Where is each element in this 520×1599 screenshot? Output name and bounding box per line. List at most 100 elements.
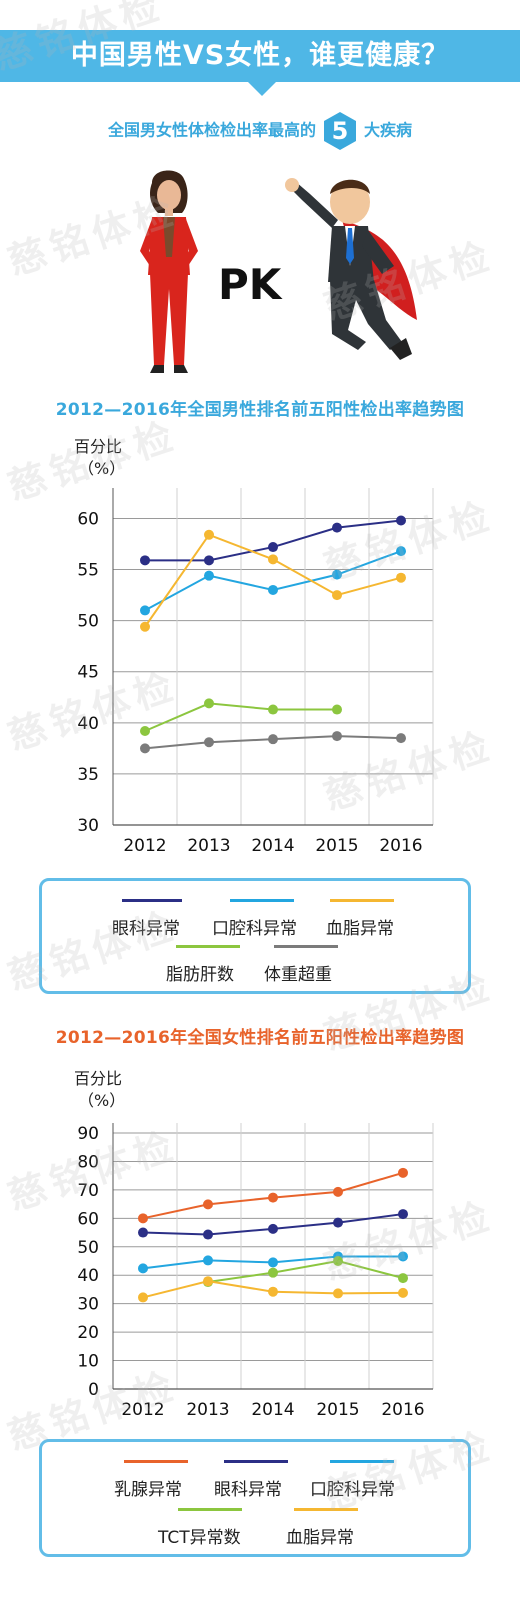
female-chart-data-point: [268, 1223, 278, 1234]
female-chart-y-tick-label: 60: [77, 1209, 99, 1229]
female-chart-data-point: [268, 1257, 278, 1268]
male-chart-data-point: [204, 570, 214, 581]
male-line-chart: 30 35 40 45 50 55 60 2012 2013 2014 2015 2016: [77, 488, 434, 856]
male-chart-data-point: [204, 555, 214, 566]
male-chart-y-tick-label: 60: [77, 509, 99, 529]
female-chart-data-point: [268, 1192, 278, 1203]
male-chart-data-point: [140, 743, 150, 754]
legend-swatch-female-breast: [124, 1460, 188, 1463]
legend-swatch-male-oral: [230, 899, 294, 902]
female-chart-data-point: [268, 1267, 278, 1278]
male-chart-x-tick-label: 2012: [123, 836, 166, 856]
male-y-axis-label-line2: （%）: [78, 459, 126, 478]
legend-swatch-female-tct: [178, 1508, 242, 1511]
female-chart-data-point: [398, 1273, 408, 1284]
legend-swatch-male-lipid: [330, 899, 394, 902]
page-title: 中国男性VS女性，谁更健康？: [70, 40, 450, 71]
male-chart-data-point: [140, 555, 150, 566]
female-chart-data-point: [203, 1276, 213, 1287]
subtitle: 全国男女性体检检出率最高的 5 大疾病: [0, 110, 520, 150]
female-y-axis-label: 百分比 （%）: [74, 1068, 125, 1112]
male-chart-data-point: [332, 731, 342, 742]
legend-swatch-male-overweight: [274, 945, 338, 948]
number-badge: 5: [322, 111, 358, 151]
legend-label-female-breast: 乳腺异常: [114, 1480, 182, 1500]
legend-label-female-lipid: 血脂异常: [286, 1528, 354, 1548]
legend-label-male-eye: 眼科异常: [112, 919, 180, 939]
male-chart-data-point: [140, 605, 150, 616]
legend-swatch-female-eye: [224, 1460, 288, 1463]
female-chart-data-point: [138, 1292, 148, 1303]
female-chart-y-tick-label: 50: [77, 1238, 99, 1258]
legend-swatch-female-lipid: [294, 1508, 358, 1511]
female-chart-data-point: [138, 1263, 148, 1274]
female-chart-x-tick-label: 2013: [186, 1400, 229, 1420]
number-badge-value: 5: [331, 116, 349, 145]
female-chart-data-point: [333, 1186, 343, 1197]
male-chart-data-point: [396, 515, 406, 526]
male-chart-y-tick-label: 45: [77, 663, 99, 683]
title-banner: [0, 30, 520, 82]
female-chart-y-tick-label: 20: [77, 1323, 99, 1343]
female-line-chart: 0 10 20 30 40 50 60 70 80 90 2012 2013 2014 2015 2016: [77, 1123, 434, 1420]
male-chart-y-tick-label: 50: [77, 612, 99, 632]
female-chart-data-point: [268, 1286, 278, 1297]
subtitle-prefix: 全国男女性体检检出率最高的: [107, 120, 316, 140]
female-chart-data-point: [398, 1287, 408, 1298]
female-chart-data-point: [398, 1209, 408, 1220]
female-chart-data-point: [333, 1217, 343, 1228]
male-chart-x-tick-label: 2014: [251, 836, 294, 856]
male-chart-y-tick-label: 55: [77, 561, 99, 581]
female-y-axis-label-line2: （%）: [78, 1091, 126, 1110]
female-legend: 乳腺异常 眼科异常 口腔科异常 TCT异常数 血脂异常: [39, 1439, 471, 1557]
pk-label: PK: [218, 260, 282, 309]
male-chart-data-point: [204, 529, 214, 540]
male-chart-y-tick-label: 30: [77, 816, 99, 836]
male-chart-y-tick-label: 35: [77, 765, 99, 785]
female-chart-y-tick-label: 10: [77, 1352, 99, 1372]
male-chart-x-tick-label: 2016: [379, 836, 422, 856]
female-chart-y-tick-label: 0: [88, 1380, 99, 1400]
female-chart-y-tick-label: 70: [77, 1181, 99, 1201]
male-chart-data-point: [204, 698, 214, 709]
male-chart-data-point: [268, 584, 278, 595]
male-chart-data-point: [268, 542, 278, 553]
male-chart-y-tick-label: 40: [77, 714, 99, 734]
legend-label-male-lipid: 血脂异常: [326, 919, 394, 939]
male-chart-data-point: [332, 704, 342, 715]
legend-label-female-oral: 口腔科异常: [310, 1480, 395, 1500]
male-chart-data-point: [140, 621, 150, 632]
male-chart-data-point: [396, 572, 406, 583]
legend-label-male-overweight: 体重超重: [264, 965, 332, 985]
female-chart-data-point: [333, 1288, 343, 1299]
legend-swatch-male-eye: [122, 899, 182, 902]
banner-pointer: [248, 82, 276, 96]
female-chart-y-tick-label: 80: [77, 1152, 99, 1172]
legend-label-male-fattyliver: 脂肪肝数: [166, 965, 234, 985]
male-chart-x-tick-label: 2015: [315, 836, 358, 856]
male-y-axis-label: 百分比 （%）: [74, 436, 125, 480]
female-chart-data-point: [333, 1256, 343, 1266]
male-chart-data-point: [140, 725, 150, 736]
male-chart-data-point: [268, 734, 278, 745]
hexagon-icon: [324, 111, 356, 150]
female-chart-x-tick-label: 2014: [251, 1400, 294, 1420]
woman-figure-illustration: [140, 170, 198, 373]
female-chart-title: 2012—2016年全国女性排名前五阳性检出率趋势图: [55, 1028, 465, 1048]
female-chart-y-tick-label: 90: [77, 1124, 99, 1144]
female-chart-y-tick-label: 30: [77, 1295, 99, 1315]
female-chart-data-point: [138, 1213, 148, 1224]
female-chart-data-point: [203, 1199, 213, 1210]
female-chart-data-point: [203, 1255, 213, 1266]
male-chart-data-point: [268, 704, 278, 715]
female-chart-x-tick-label: 2016: [381, 1400, 424, 1420]
legend-label-female-eye: 眼科异常: [214, 1480, 282, 1500]
male-chart-data-point: [332, 522, 342, 533]
legend-swatch-female-oral: [330, 1460, 394, 1463]
male-chart-data-point: [268, 554, 278, 565]
female-chart-x-tick-label: 2012: [121, 1400, 164, 1420]
female-chart-data-point: [398, 1251, 408, 1262]
female-chart-x-tick-label: 2015: [316, 1400, 359, 1420]
male-chart-title: 2012—2016年全国男性排名前五阳性检出率趋势图: [55, 400, 465, 420]
man-figure-illustration: [285, 178, 417, 360]
